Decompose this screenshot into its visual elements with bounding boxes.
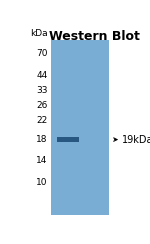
Bar <box>57 138 79 142</box>
Text: 18: 18 <box>36 135 48 144</box>
Text: kDa: kDa <box>30 29 48 38</box>
Text: Western Blot: Western Blot <box>49 30 140 43</box>
Text: 70: 70 <box>36 49 48 58</box>
Text: 10: 10 <box>36 178 48 187</box>
Text: 14: 14 <box>36 156 48 165</box>
Text: 44: 44 <box>37 71 48 80</box>
Text: 33: 33 <box>36 86 48 95</box>
Text: 26: 26 <box>36 101 48 110</box>
Text: 19kDa: 19kDa <box>122 134 150 144</box>
Text: 22: 22 <box>37 116 48 125</box>
Bar <box>51 40 110 215</box>
